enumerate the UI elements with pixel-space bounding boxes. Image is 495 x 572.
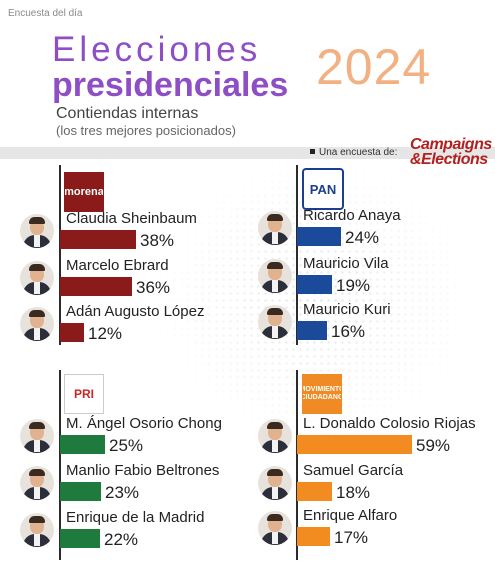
morena-axis-line xyxy=(59,165,61,345)
candidate-photo xyxy=(258,466,292,500)
vote-bar xyxy=(60,482,101,501)
vote-percentage-label: 19% xyxy=(336,276,371,295)
vote-bar xyxy=(297,227,341,246)
header-kicker: Encuesta del día xyxy=(8,8,83,19)
pri-logo: PRI xyxy=(64,374,104,414)
candidate-name: M. Ángel Osorio Chong xyxy=(66,415,222,432)
bullet-square xyxy=(310,149,315,154)
vote-bar xyxy=(60,323,84,342)
pri-logo-text: PRI xyxy=(73,387,94,401)
candidate-photo xyxy=(258,511,292,545)
subtitle: Contiendas internas xyxy=(56,105,199,122)
pri-axis-line xyxy=(59,370,61,560)
mc-axis-line xyxy=(296,370,298,560)
candidate-name: Claudia Sheinbaum xyxy=(66,210,197,227)
candidate-photo xyxy=(258,259,292,293)
vote-percentage-label: 17% xyxy=(334,528,369,547)
candidate-name: Samuel García xyxy=(303,462,404,479)
title-line-1: Elecciones xyxy=(52,30,262,69)
morena-logo: morena xyxy=(64,172,104,212)
vote-percentage-label: 24% xyxy=(345,228,380,247)
pollster-logo-line1: Campaigns xyxy=(410,136,492,153)
candidate-name: Marcelo Ebrard xyxy=(66,257,169,274)
candidate-photo xyxy=(258,211,292,245)
pan-logo-text: PAN xyxy=(309,181,337,197)
vote-percentage-label: 23% xyxy=(105,483,140,502)
vote-bar xyxy=(297,482,332,501)
byline-band xyxy=(0,147,495,159)
pollster-logo-line2: &Elections xyxy=(410,151,488,168)
candidate-photo xyxy=(258,305,292,339)
subtitle-note: (los tres mejores posicionados) xyxy=(56,123,236,138)
vote-bar xyxy=(60,435,105,454)
title-year: 2024 xyxy=(316,39,432,95)
vote-bar xyxy=(297,527,330,546)
candidate-photo xyxy=(258,419,292,453)
candidate-name: Mauricio Vila xyxy=(303,255,389,272)
vote-percentage-label: 22% xyxy=(104,530,139,549)
candidate-name: Manlio Fabio Beltrones xyxy=(66,462,220,479)
pan-axis-line xyxy=(296,165,298,345)
mc-logo: MOVIMIENTOCIUDADANO xyxy=(302,374,342,414)
vote-bar xyxy=(297,275,332,294)
candidate-name: Mauricio Kuri xyxy=(303,301,391,318)
vote-percentage-label: 12% xyxy=(88,324,123,343)
vote-percentage-label: 18% xyxy=(336,483,371,502)
candidate-name: L. Donaldo Colosio Riojas xyxy=(303,415,476,432)
byline-text: Una encuesta de: xyxy=(319,147,398,158)
candidate-photo xyxy=(20,466,54,500)
vote-bar xyxy=(60,277,132,296)
candidate-photo xyxy=(20,214,54,248)
mc-logo-text-2: CIUDADANO xyxy=(302,394,342,401)
vote-bar xyxy=(60,529,100,548)
candidate-photo xyxy=(20,261,54,295)
vote-bar xyxy=(297,321,327,340)
vote-bar xyxy=(297,435,412,454)
candidate-name: Enrique de la Madrid xyxy=(66,509,205,526)
pollster-logo: Campaigns &Elections xyxy=(410,136,492,168)
vote-percentage-label: 25% xyxy=(109,436,144,455)
byline: Una encuesta de: xyxy=(310,147,397,159)
candidate-name: Adán Augusto López xyxy=(66,303,205,320)
mc-logo-text-1: MOVIMIENTO xyxy=(303,386,341,393)
vote-percentage-label: 38% xyxy=(140,231,175,250)
vote-percentage-label: 59% xyxy=(416,436,451,455)
candidate-name: Enrique Alfaro xyxy=(303,507,398,524)
vote-bar xyxy=(60,230,136,249)
pan-logo: PAN xyxy=(302,168,344,210)
morena-logo-text: morena xyxy=(64,186,104,198)
candidate-photo xyxy=(20,419,54,453)
vote-percentage-label: 16% xyxy=(331,322,366,341)
candidate-photo xyxy=(20,513,54,547)
candidate-photo xyxy=(20,307,54,341)
title-line-2: presidenciales xyxy=(52,66,289,104)
vote-percentage-label: 36% xyxy=(136,278,171,297)
candidate-name: Ricardo Anaya xyxy=(303,207,401,224)
